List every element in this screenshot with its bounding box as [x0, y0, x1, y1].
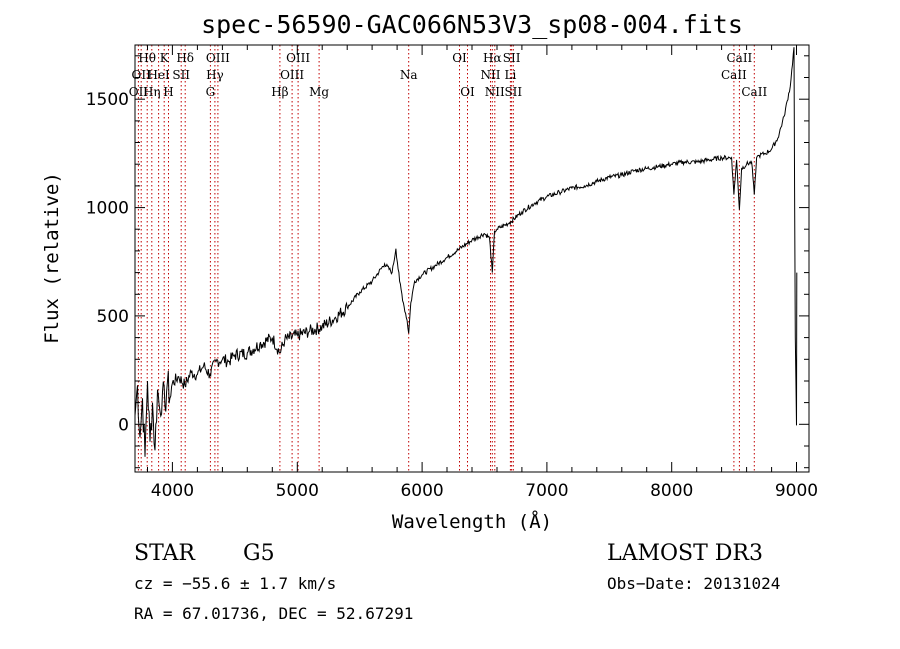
- line-label-20: Hα: [483, 51, 502, 65]
- x-tick-label-5: 9000: [775, 481, 818, 501]
- line-label-14: OIII: [286, 51, 310, 65]
- line-label-17: OI: [452, 51, 467, 65]
- line-label-24: SII: [504, 85, 522, 99]
- line-label-3: Hη: [143, 85, 161, 99]
- y-tick-label-1: 500: [97, 307, 129, 327]
- line-label-22: Li: [504, 68, 516, 82]
- x-tick-label-4: 8000: [650, 481, 693, 501]
- x-axis-label: Wavelength (Å): [392, 510, 552, 533]
- line-label-8: Hδ: [176, 51, 194, 65]
- line-label-18: OI: [460, 85, 475, 99]
- line-label-2: Hθ: [138, 51, 156, 65]
- y-axis-label: Flux (relative): [41, 172, 63, 344]
- line-label-21: NII: [485, 85, 505, 99]
- line-label-6: H: [163, 85, 173, 99]
- line-label-25: CaII: [721, 68, 747, 82]
- object-class: STAR: [134, 541, 196, 566]
- line-label-11: OIII: [206, 51, 230, 65]
- line-label-13: OIII: [280, 68, 304, 82]
- line-label-19: NII: [481, 68, 501, 82]
- x-tick-label-2: 6000: [400, 481, 443, 501]
- line-label-4: HeI: [147, 68, 170, 82]
- spectrum-layer: [134, 47, 798, 457]
- spectral-line-labels: OII OII Hθ Hη HeI K H SII Hδ G Hγ OIII Hβ OIII OIII Mg N…: [129, 51, 768, 99]
- line-label-7: SII: [172, 68, 190, 82]
- object-subclass: G5: [243, 541, 275, 566]
- line-label-9: G: [206, 85, 216, 99]
- chart-title: spec-56590-GAC066N53V3_sp08-004.fits: [201, 10, 743, 39]
- line-label-5: K: [160, 51, 170, 65]
- ra-dec-coordinates: RA = 67.01736, DEC = 52.67291: [134, 604, 413, 623]
- y-tick-label-0: 0: [118, 415, 129, 435]
- x-tick-label-0: 4000: [151, 481, 194, 501]
- line-label-26: CaII: [726, 51, 752, 65]
- redshift-cz: cz = −55.6 ± 1.7 km/s: [134, 574, 336, 593]
- line-label-16: Na: [400, 68, 418, 82]
- line-label-1: OII: [132, 68, 152, 82]
- y-tick-label-3: 1500: [86, 90, 129, 110]
- y-axis-ticks: 0 500 1000 1500: [86, 55, 809, 469]
- line-label-15: Mg: [309, 85, 329, 99]
- spectrum-series: [134, 47, 798, 457]
- line-label-23: SII: [503, 51, 521, 65]
- x-tick-label-1: 5000: [276, 481, 319, 501]
- survey-name: LAMOST DR3: [607, 541, 763, 566]
- plot-frame: [134, 44, 810, 473]
- spectral-line-markers: [137, 45, 755, 472]
- y-tick-label-2: 1000: [86, 199, 129, 219]
- x-tick-label-3: 7000: [525, 481, 568, 501]
- obs-date: Obs−Date: 20131024: [607, 574, 780, 593]
- line-label-10: Hγ: [206, 68, 224, 82]
- line-label-0: OII: [129, 85, 149, 99]
- x-axis-ticks: 4000 5000 6000 7000 8000 9000: [147, 45, 818, 501]
- line-label-27: CaII: [741, 85, 767, 99]
- line-label-12: Hβ: [271, 85, 288, 99]
